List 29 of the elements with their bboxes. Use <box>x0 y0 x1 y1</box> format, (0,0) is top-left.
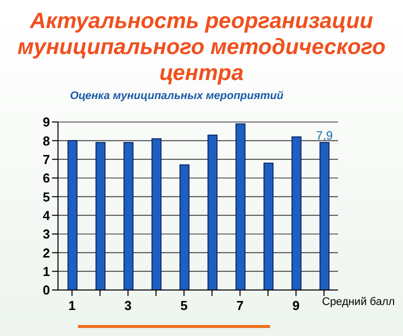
x-tick-label: 3 <box>124 298 132 313</box>
x-tick-label: 1 <box>68 298 76 313</box>
y-tick-label: 9 <box>42 114 50 130</box>
y-tick-label: 2 <box>42 245 50 260</box>
y-tick-label: 4 <box>42 208 51 223</box>
bar <box>180 164 190 290</box>
bar <box>320 142 330 290</box>
bar <box>236 123 246 290</box>
bar <box>292 136 302 290</box>
bar <box>124 142 134 290</box>
chart-title: Актуальность реорганизации муниципального методического центра <box>16 8 387 86</box>
y-tick-label: 5 <box>42 189 50 204</box>
x-tick-label: 5 <box>180 298 188 313</box>
bar <box>96 142 106 290</box>
bar <box>152 138 162 290</box>
x-axis-title: Средний балл <box>322 296 395 308</box>
bar <box>208 134 218 290</box>
y-tick-label: 8 <box>42 133 50 148</box>
bar <box>264 162 274 290</box>
x-tick-label: 7 <box>236 298 244 313</box>
y-tick-label: 6 <box>42 170 50 186</box>
y-tick-label: 0 <box>42 282 50 298</box>
y-tick-label: 3 <box>42 226 50 242</box>
data-label: 7,9 <box>316 128 334 143</box>
x-tick-label: 9 <box>292 298 300 313</box>
bar <box>68 140 78 290</box>
y-tick-label: 1 <box>42 264 50 279</box>
chart-subtitle: Оценка муниципальных мероприятий <box>70 90 284 102</box>
y-tick-label: 7 <box>42 152 50 167</box>
